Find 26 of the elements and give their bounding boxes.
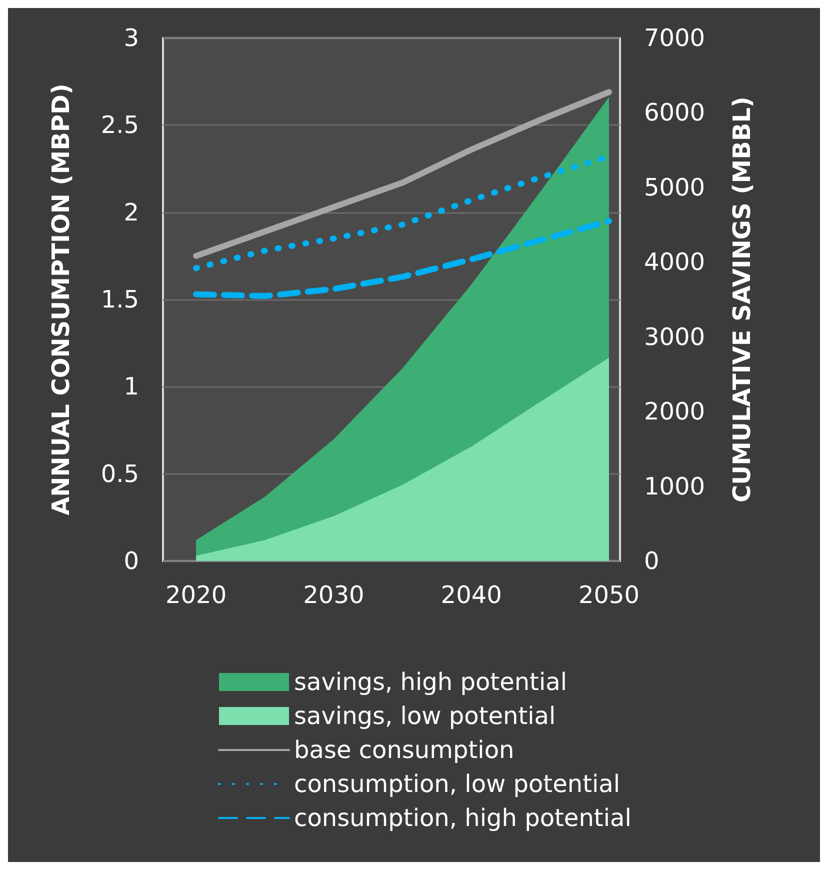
x-tick-label: 2040 (440, 581, 502, 609)
x-tick-label: 2030 (303, 581, 364, 609)
y-tick-label: 0 (124, 547, 139, 575)
legend-label: consumption, low potential (294, 770, 620, 798)
legend-label: savings, high potential (294, 668, 567, 696)
legend-label: base consumption (294, 736, 514, 764)
y-tick-label: 1 (124, 372, 139, 401)
y2-tick-label: 6000 (644, 98, 706, 127)
legend-label: savings, low potential (294, 702, 556, 730)
y2-tick-label: 1000 (644, 472, 706, 500)
y-tick-label: 2 (124, 198, 139, 226)
x-tick-label: 2020 (165, 581, 227, 609)
y-tick-label: 2.5 (100, 111, 139, 140)
y-axis-title: ANNUAL CONSUMPTION (MBPD) (47, 84, 75, 516)
y2-tick-label: 0 (644, 547, 660, 575)
y-tick-label: 0.5 (100, 460, 139, 488)
y2-axis-title: CUMULATIVE SAVINGS (MBBL) (728, 96, 756, 502)
legend-label: consumption, high potential (294, 804, 632, 832)
y2-tick-label: 4000 (644, 248, 706, 276)
y2-tick-label: 7000 (644, 24, 706, 52)
y2-tick-label: 5000 (644, 173, 706, 202)
y2-tick-label: 2000 (644, 398, 706, 426)
x-tick-label: 2050 (578, 581, 640, 609)
y-tick-label: 1.5 (100, 286, 139, 314)
y-tick-label: 3 (124, 24, 139, 52)
y2-tick-label: 3000 (644, 322, 706, 351)
